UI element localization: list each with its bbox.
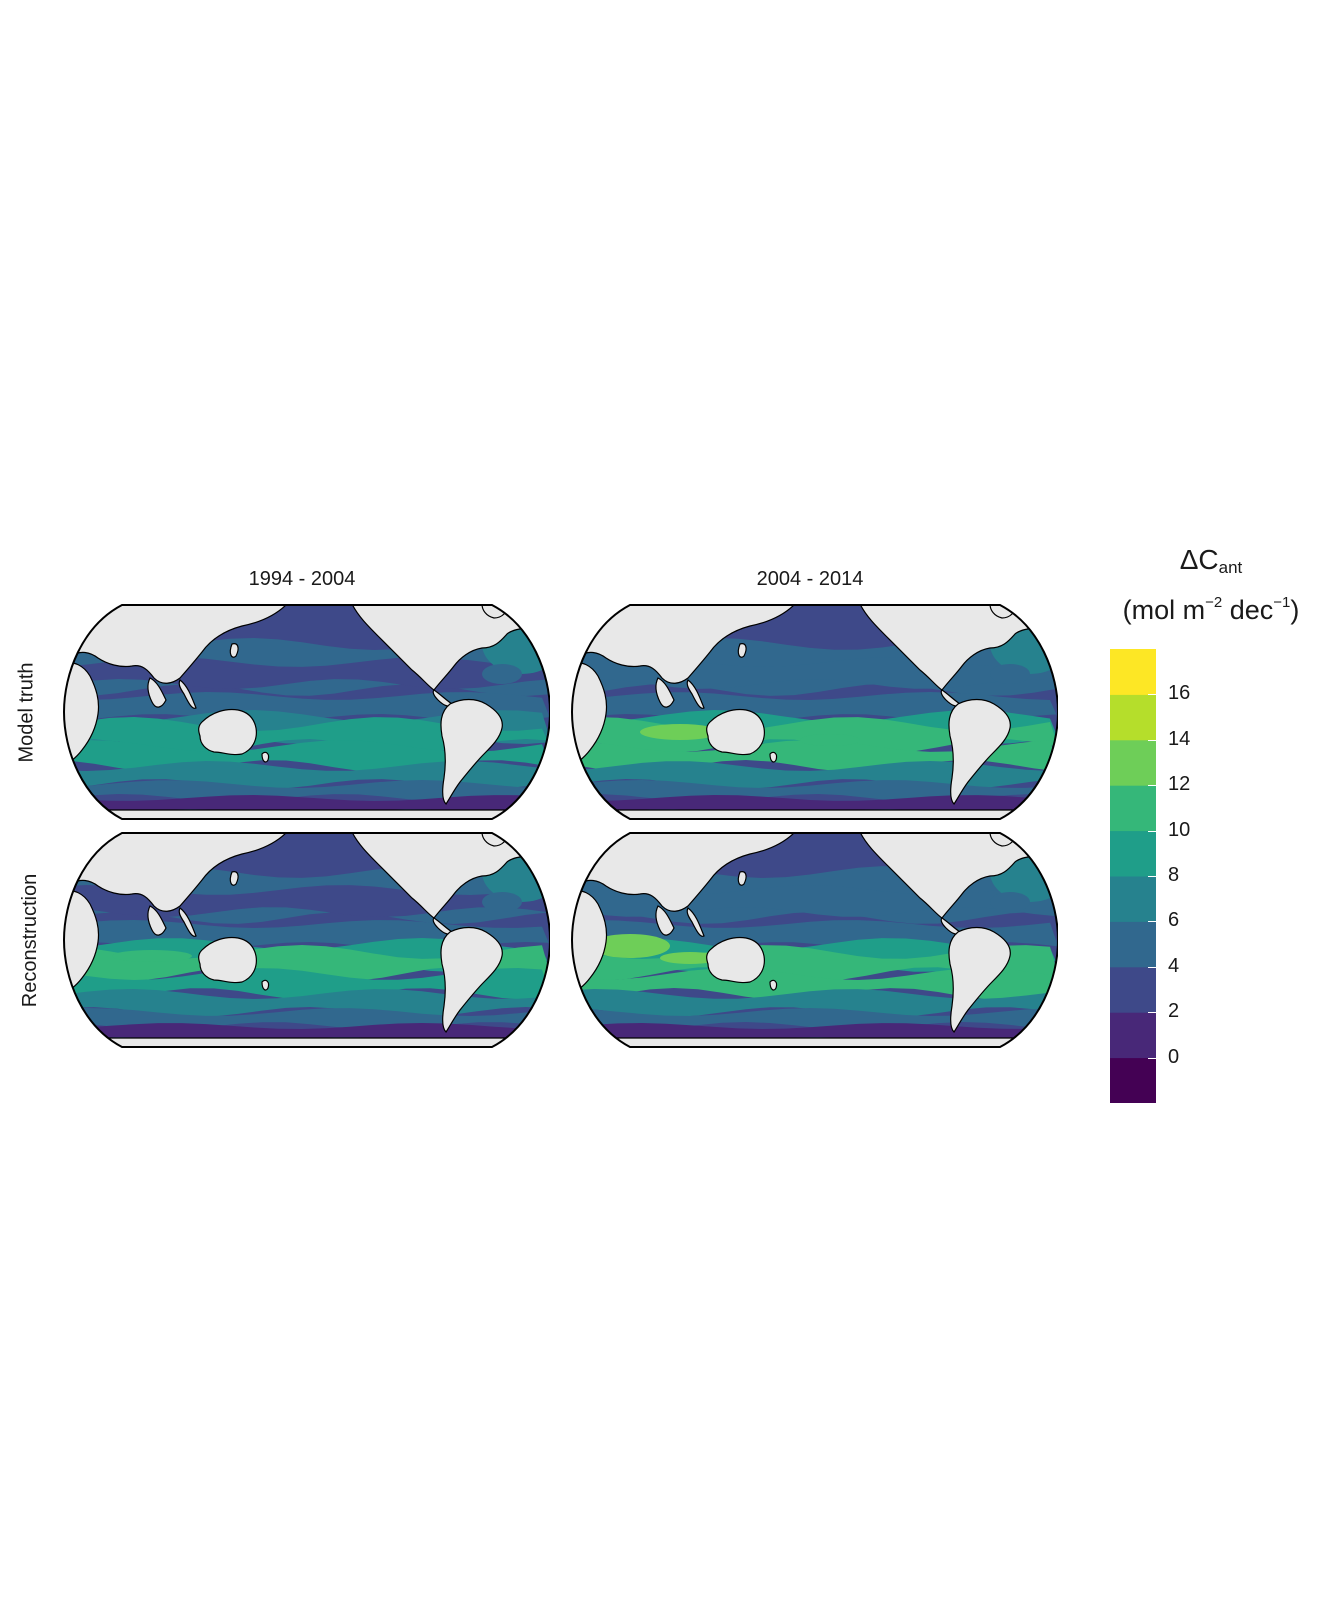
colorbar-tick-label: 0 xyxy=(1168,1045,1180,1068)
colorbar-tick-mark xyxy=(1148,966,1156,968)
colorbar-tick-label: 2 xyxy=(1168,1000,1180,1023)
map-panel-model-truth-1994-2004 xyxy=(62,604,550,820)
legend-units: (mol m−2 dec−1) xyxy=(1106,594,1316,626)
column-title-1: 1994 - 2004 xyxy=(248,568,356,590)
ocean-map xyxy=(62,604,550,820)
units-exp1: −2 xyxy=(1205,594,1223,611)
colorbar-tick-mark xyxy=(1148,876,1156,877)
colorbar-bin xyxy=(1110,1012,1156,1059)
colorbar-tick-label: 16 xyxy=(1168,682,1191,705)
colorbar-bin xyxy=(1110,830,1156,877)
map-panel-reconstruction-1994-2004 xyxy=(62,832,550,1048)
colorbar-tick-mark xyxy=(1148,785,1156,787)
colorbar-tick-label: 6 xyxy=(1168,909,1180,932)
column-title-2: 2004 - 2014 xyxy=(756,568,864,590)
ocean-map xyxy=(570,604,1058,820)
colorbar-tick-label: 10 xyxy=(1168,818,1191,841)
colorbar-bin xyxy=(1110,921,1156,968)
row-title-2: Reconstruction xyxy=(19,873,42,1008)
ocean-map xyxy=(62,832,550,1048)
colorbar-tick-mark xyxy=(1148,1012,1156,1014)
colorbar-bin xyxy=(1110,966,1156,1013)
colorbar-bin xyxy=(1110,649,1156,695)
ocean-map xyxy=(570,832,1058,1048)
colorbar-tick-mark xyxy=(1148,830,1156,832)
colorbar-bin xyxy=(1110,739,1156,786)
units-mid: dec xyxy=(1222,595,1274,625)
legend-title-subscript: ant xyxy=(1218,558,1243,577)
colorbar xyxy=(1110,649,1156,1103)
row-title-1: Model truth xyxy=(15,662,38,763)
legend-title-symbol: ΔC xyxy=(1179,544,1219,575)
colorbar-bin xyxy=(1110,694,1156,741)
colorbar-tick-mark xyxy=(1148,921,1156,923)
map-panel-reconstruction-2004-2014 xyxy=(570,832,1058,1048)
colorbar-tick-mark xyxy=(1148,694,1156,696)
colorbar-tick-label: 8 xyxy=(1168,864,1180,886)
legend-title: ΔCant xyxy=(1106,544,1316,578)
colorbar-tick-label: 14 xyxy=(1168,727,1191,750)
colorbar-tick-label: 4 xyxy=(1168,954,1180,977)
map-panel-model-truth-2004-2014 xyxy=(570,604,1058,820)
colorbar-bin xyxy=(1110,1057,1156,1103)
units-exp2: −1 xyxy=(1273,594,1291,611)
colorbar-bin xyxy=(1110,785,1156,832)
units-text: (mol m xyxy=(1122,595,1206,625)
colorbar-tick-label: 12 xyxy=(1168,773,1191,796)
colorbar-tick-mark xyxy=(1148,739,1156,741)
units-close: ) xyxy=(1290,595,1300,625)
colorbar-bin xyxy=(1110,876,1156,922)
colorbar-tick-mark xyxy=(1148,1057,1156,1059)
